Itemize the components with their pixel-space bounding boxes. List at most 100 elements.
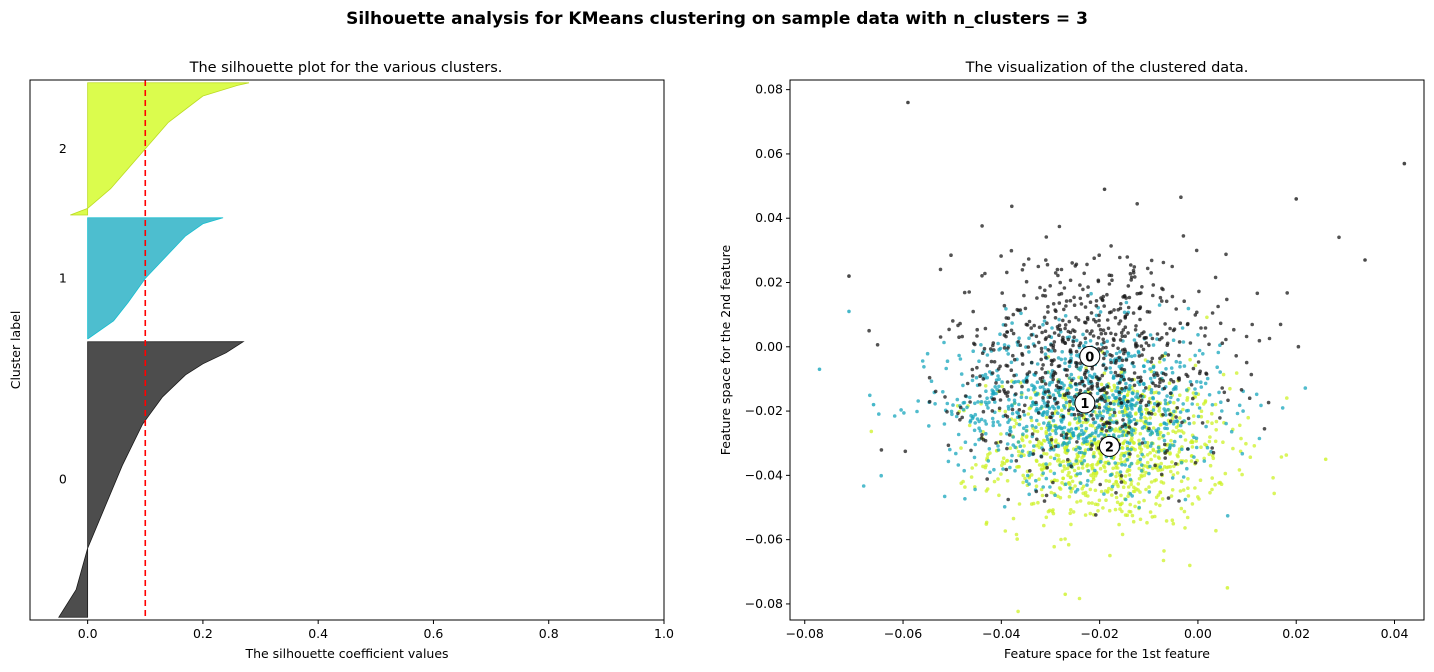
scatter-point-cluster-0 [1036,411,1041,415]
scatter-point-cluster-1 [1078,471,1083,476]
scatter-point-cluster-2 [1096,509,1100,513]
scatter-point-cluster-0 [990,409,995,413]
scatter-point-cluster-2 [1053,440,1058,444]
scatter-point-cluster-1 [1050,326,1054,330]
scatter-point-cluster-1 [1170,476,1175,480]
scatter-point-cluster-0 [1072,295,1076,300]
scatter-point-cluster-2 [1068,511,1072,516]
scatter-point-cluster-1 [1056,356,1061,360]
scatter-point-cluster-1 [1138,457,1143,462]
scatter-point-cluster-0 [1050,359,1055,364]
scatter-point-cluster-1 [1150,441,1154,446]
scatter-point-cluster-2 [1080,466,1085,470]
scatter-point-cluster-0 [1128,271,1133,276]
cluster-centers: 0 1 2 [1074,345,1120,457]
scatter-point-cluster-1 [1155,430,1159,434]
scatter-point-cluster-1 [1176,398,1180,402]
scatter-point-cluster-0 [983,326,988,331]
scatter-point-cluster-2 [1271,476,1275,480]
scatter-point-cluster-1 [916,399,920,403]
scatter-point-cluster-2 [963,485,967,489]
scatter-point-cluster-0 [903,449,908,454]
scatter-point-cluster-0 [1117,355,1121,360]
scatter-point-cluster-2 [1202,456,1206,461]
scatter-point-cluster-1 [985,396,989,401]
scatter-point-cluster-2 [1060,469,1065,474]
scatter-point-cluster-0 [1143,336,1147,340]
scatter-point-cluster-0 [1177,353,1181,358]
scatter-point-cluster-1 [983,372,988,377]
scatter-point-cluster-1 [1047,406,1052,411]
scatter-point-cluster-0 [1134,324,1138,328]
scatter-point-cluster-1 [1204,424,1208,429]
scatter-point-cluster-0 [1095,341,1099,346]
scatter-point-cluster-0 [1105,391,1109,395]
scatter-point-cluster-1 [1101,409,1106,413]
scatter-point-cluster-2 [1149,480,1154,484]
scatter-point-cluster-1 [977,426,981,431]
scatter-point-cluster-1 [1215,365,1219,370]
scatter-point-cluster-2 [1172,464,1176,469]
scatter-point-cluster-1 [1095,391,1100,396]
scatter-point-cluster-2 [1069,508,1073,512]
scatter-point-cluster-1 [1195,379,1199,384]
scatter-point-cluster-1 [1002,505,1007,509]
scatter-point-cluster-0 [1126,399,1130,404]
scatter-point-cluster-2 [1000,463,1004,468]
scatter-point-cluster-1 [1120,409,1125,414]
scatter-point-cluster-0 [1006,497,1010,502]
scatter-y-axis-ticks: −0.08 −0.06 −0.04 −0.02 0.00 0.02 0.04 0.06 0.08 [745,82,790,611]
scatter-point-cluster-1 [1178,410,1183,414]
scatter-point-cluster-2 [1154,502,1158,506]
scatter-point-cluster-0 [1119,480,1124,484]
scatter-point-cluster-0 [951,319,955,323]
scatter-point-cluster-2 [1207,452,1211,457]
scatter-point-cluster-1 [1139,468,1144,473]
scatter-point-cluster-1 [991,420,996,425]
scatter-point-cluster-2 [1066,542,1071,547]
scatter-point-cluster-1 [1175,419,1179,423]
scatter-point-cluster-0 [1131,311,1136,315]
scatter-point-cluster-1 [1063,314,1068,318]
scatter-point-cluster-0 [978,394,982,398]
scatter-point-cluster-2 [1069,489,1073,494]
scatter-point-cluster-2 [1323,457,1328,462]
scatter-point-cluster-0 [1090,443,1094,447]
scatter-point-cluster-2 [1167,381,1172,386]
scatter-point-cluster-2 [1231,446,1235,451]
scatter-point-cluster-1 [1060,350,1064,354]
scatter-point-cluster-1 [1131,398,1135,402]
scatter-point-cluster-0 [1138,306,1142,311]
scatter-point-cluster-0 [1161,413,1165,417]
scatter-point-cluster-1 [1068,376,1072,380]
scatter-point-cluster-1 [1129,354,1134,359]
scatter-point-cluster-2 [1132,441,1136,445]
scatter-point-cluster-1 [1075,487,1080,492]
scatter-point-cluster-1 [984,389,988,394]
scatter-point-cluster-1 [1043,345,1048,350]
scatter-point-cluster-1 [1080,461,1084,466]
scatter-point-cluster-1 [1051,418,1056,423]
scatter-point-cluster-1 [1199,380,1203,385]
scatter-point-cluster-2 [983,384,988,388]
scatter-point-cluster-1 [1125,406,1130,411]
scatter-point-cluster-2 [1081,420,1085,425]
scatter-point-cluster-0 [1198,369,1202,374]
scatter-point-cluster-0 [1151,293,1155,298]
scatter-point-cluster-0 [1073,382,1078,386]
scatter-point-cluster-2 [1035,429,1040,434]
scatter-point-cluster-0 [1161,379,1165,383]
scatter-point-cluster-1 [1067,364,1072,369]
scatter-point-cluster-0 [1102,386,1106,390]
scatter-point-cluster-2 [1012,425,1016,429]
scatter-point-cluster-1 [1035,362,1040,366]
scatter-point-cluster-0 [1039,346,1044,351]
scatter-point-cluster-0 [1026,257,1031,261]
scatter-point-cluster-0 [1163,442,1167,447]
scatter-point-cluster-1 [1210,403,1215,407]
scatter-point-cluster-0 [1086,293,1090,298]
scatter-point-cluster-1 [1062,425,1067,430]
scatter-point-cluster-0 [1204,372,1209,376]
scatter-point-cluster-2 [1205,315,1209,320]
scatter-point-cluster-2 [1109,487,1114,492]
